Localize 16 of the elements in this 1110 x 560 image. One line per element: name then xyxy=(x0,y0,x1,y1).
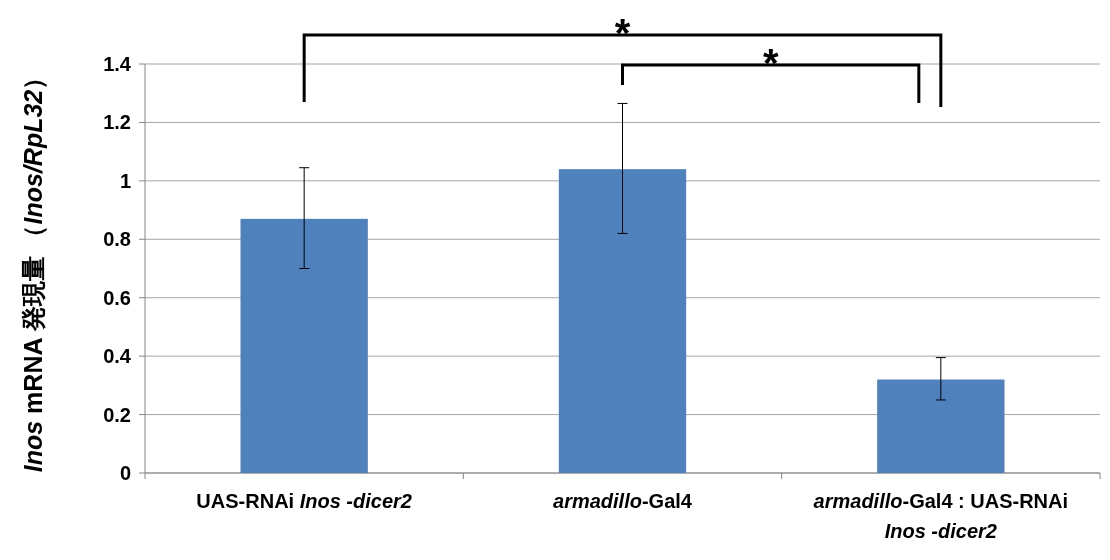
bar xyxy=(240,218,368,473)
x-tick-label: armadillo-Gal4 xyxy=(553,490,693,512)
y-tick-label: 0 xyxy=(119,462,131,484)
text: * xyxy=(614,11,631,55)
y-tick-label: 1 xyxy=(119,169,131,192)
y-tick-label: 1.4 xyxy=(103,53,132,75)
y-tick-label: 0.8 xyxy=(103,228,131,251)
y-tick-label: 0.2 xyxy=(103,403,131,426)
bar xyxy=(877,379,1005,473)
y-axis-title: Inos mRNA 発現量 （Inos/RpL32） xyxy=(19,64,47,473)
y-tick-label: 0.4 xyxy=(103,345,132,368)
x-tick-label: UAS-RNAi Inos -dicer2 xyxy=(196,490,412,512)
y-tick-label: 0.6 xyxy=(103,286,131,309)
x-tick-label: armadillo-Gal4 : UAS-RNAi Inos -dicer2 xyxy=(813,490,1069,542)
y-tick-label: 1.2 xyxy=(103,111,131,134)
bar xyxy=(558,169,687,473)
